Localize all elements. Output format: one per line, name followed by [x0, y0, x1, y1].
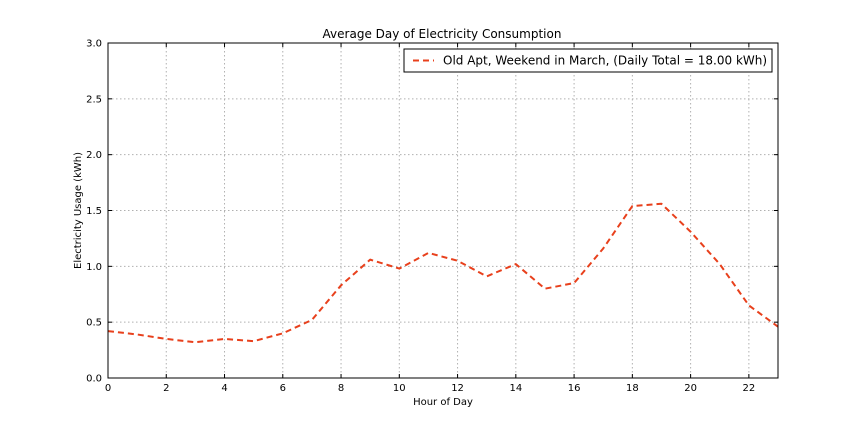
- legend-label-series-0: Old Apt, Weekend in March, (Daily Total …: [443, 54, 767, 68]
- x-tick-label: 18: [626, 383, 639, 394]
- y-tick-label: 1.0: [86, 262, 102, 273]
- x-tick-label: 22: [743, 383, 756, 394]
- y-tick-label: 2.0: [86, 150, 102, 161]
- y-tick-label: 2.5: [86, 94, 102, 105]
- series-line-0: [107, 202, 779, 344]
- x-axis-label: Hour of Day: [413, 397, 473, 408]
- x-tick-label: 14: [509, 383, 522, 394]
- x-tick-label: 20: [684, 383, 697, 394]
- tick-layer: 0 2 4 6 8 10 12 14 16 18 20 22 0.0 0.5 1.0 1.5 2.0 2.5 3.0: [86, 39, 778, 394]
- chart-title: Average Day of Electricity Consumption: [323, 27, 562, 41]
- x-tick-label: 8: [338, 383, 344, 394]
- y-tick-label: 0.5: [86, 318, 102, 329]
- y-axis-label: Electricity Usage (kWh): [73, 152, 84, 269]
- legend-box: [403, 48, 773, 73]
- x-tick-label: 6: [280, 383, 286, 394]
- grid-lines: [107, 42, 778, 379]
- x-tick-label: 2: [163, 383, 169, 394]
- y-tick-label: 0.0: [86, 374, 102, 385]
- x-tick-label: 0: [105, 383, 111, 394]
- legend: Old Apt, Weekend in March, (Daily Total …: [403, 48, 773, 73]
- y-tick-label: 3.0: [86, 39, 102, 50]
- x-tick-label: 4: [221, 383, 227, 394]
- x-tick-label: 10: [393, 383, 406, 394]
- series-layer: [107, 202, 779, 344]
- x-tick-label: 12: [451, 383, 464, 394]
- x-tick-label: 16: [568, 383, 581, 394]
- y-tick-label: 1.5: [86, 206, 102, 217]
